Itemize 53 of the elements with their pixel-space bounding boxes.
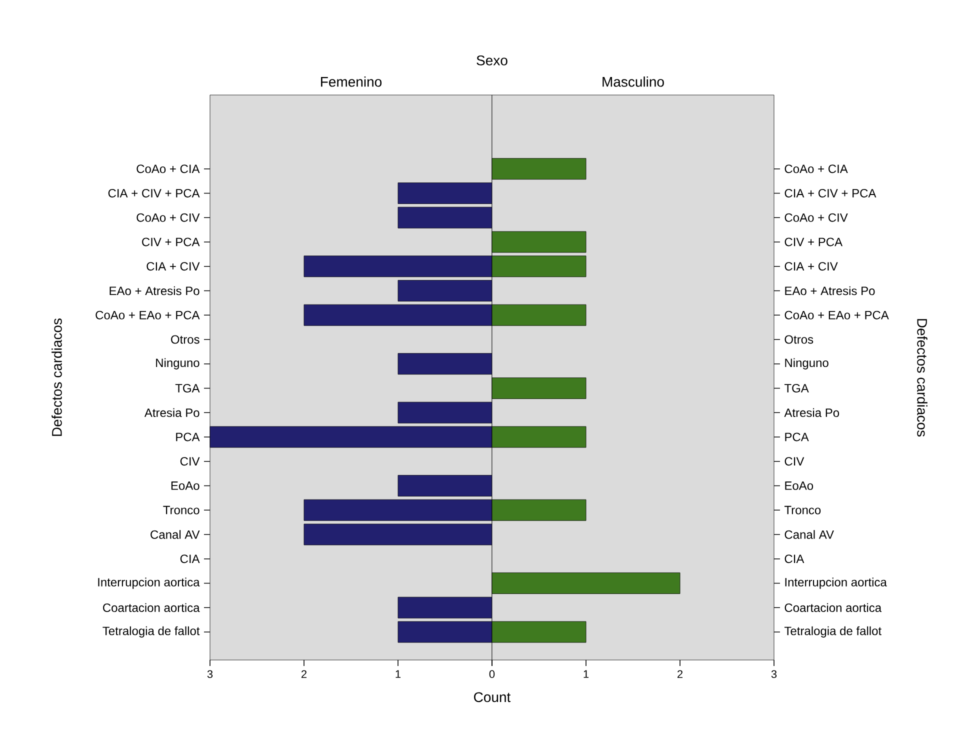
x-tick-label: 2 xyxy=(301,670,307,678)
y-tick-label: CIV xyxy=(180,457,200,466)
y-tick-label: CoAo + CIA xyxy=(136,164,200,174)
chart-title: Femenino xyxy=(321,76,382,87)
y-tick-label: Ninguno xyxy=(785,358,828,370)
x-tick-label: 2 xyxy=(677,670,683,678)
x-tick-label: 0 xyxy=(489,670,495,678)
y-tick-label: CoAo + CIV xyxy=(136,213,200,222)
x-tick-label: 3 xyxy=(207,670,213,678)
y-tick-label: CIA + CIV xyxy=(146,262,200,271)
y-tick-label: CIV xyxy=(784,457,804,466)
y-tick-label: CIA + CIV + PCA xyxy=(108,188,200,198)
y-tick-label: CoAo + CIV xyxy=(784,213,848,222)
y2-axis-title: Defectos cardiacos xyxy=(917,319,928,436)
y-tick-label: PCA xyxy=(785,432,809,442)
y-tick-label: EoAo xyxy=(785,482,814,490)
y-tick-label: Coartacion aortica xyxy=(103,603,200,612)
y-tick-label: Interrupcion aortica xyxy=(98,578,200,589)
y-tick-label: CoAo + CIA xyxy=(784,164,848,174)
x-axis-title: Count xyxy=(474,692,511,702)
y-tick-label: Interrupcion aortica xyxy=(785,578,887,589)
y-tick-label: Tronco xyxy=(784,506,821,514)
y-tick-label: CIA xyxy=(180,554,200,564)
y-tick-label: Canal AV xyxy=(784,530,834,539)
y-tick-label: TGA xyxy=(175,384,200,392)
y-tick-label: EoAo xyxy=(171,482,200,490)
y-tick-label: CIA xyxy=(784,554,804,564)
x-tick-label: 1 xyxy=(396,670,401,678)
y-tick-label: CIA + CIV xyxy=(784,262,838,271)
y-tick-label: CIV + PCA xyxy=(142,238,200,246)
y-tick-label: TGA xyxy=(784,384,809,392)
y-tick-label: Canal AV xyxy=(150,530,200,539)
text: Sexo xyxy=(476,55,508,66)
y-tick-label: Otros xyxy=(784,335,814,344)
y-tick-label: Atresia Po xyxy=(784,408,840,417)
chart-title: Masculino xyxy=(602,76,664,87)
y-tick-label: PCA xyxy=(176,432,200,442)
y-tick-label: EAo + Atresis Po xyxy=(110,286,200,296)
y-tick-label: Tetralogia de fallot xyxy=(784,626,882,638)
y-tick-label: EAo + Atresis Po xyxy=(785,286,875,296)
y-tick-label: Otros xyxy=(171,335,200,344)
y-tick-label: CIV + PCA xyxy=(784,238,843,246)
y-tick-label: CoAo + EAo + PCA xyxy=(784,310,889,320)
y-tick-label: Coartacion aortica xyxy=(784,603,882,612)
x-tick-label: 1 xyxy=(584,670,589,678)
y-tick-label: Tetralogia de fallot xyxy=(102,626,200,638)
y-tick-label: Ninguno xyxy=(156,358,200,370)
y-tick-label: CIA + CIV + PCA xyxy=(784,188,876,198)
y-axis-title: Defectos cardiacos xyxy=(52,318,62,436)
x-tick-label: 3 xyxy=(771,670,777,678)
y-tick-label: Tronco xyxy=(163,506,200,514)
y-tick-label: Atresia Po xyxy=(144,408,200,417)
y-tick-label: CoAo + EAo + PCA xyxy=(96,310,200,320)
